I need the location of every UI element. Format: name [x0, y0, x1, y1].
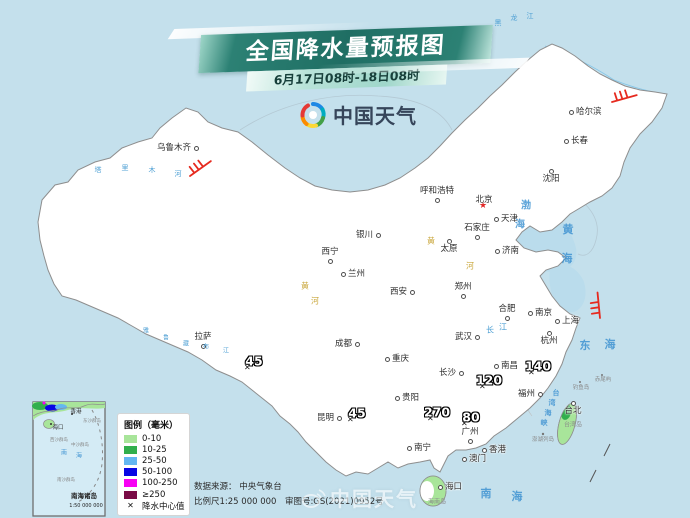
legend-range-label: 0-10 [142, 433, 162, 444]
watermark-text: 中国天气 [330, 487, 418, 511]
weibo-watermark: 中国天气 [300, 483, 418, 512]
map-source-info: 数据来源： 中央气象台 比例尺1:25 000 000 审图号:GS(2021)… [194, 480, 384, 510]
weibo-icon [302, 488, 326, 508]
data-source-line: 数据来源： 中央气象台 [194, 482, 282, 492]
legend-range-label: 10-25 [142, 444, 167, 455]
legend-center-marker-row: ✕ 降水中心值 [124, 500, 189, 512]
legend-range-label: 25-50 [142, 455, 167, 466]
legend-items: 0-10 10-25 25-50 50-100 100-250 ≥250 [124, 433, 189, 500]
legend-range-label: 100-250 [142, 478, 178, 489]
china-weather-logo: 中国天气 [299, 100, 417, 129]
legend-item-25-50: 25-50 [124, 455, 189, 466]
legend-swatch [124, 468, 137, 477]
title-banner: 全国降水量预报图 6月17日08时-18日08时 [198, 24, 493, 93]
scale-approval-line: 比例尺1:25 000 000 审图号:GS(2021)0952号 [194, 497, 384, 507]
center-marker-icon: ✕ [127, 501, 134, 511]
legend-swatch [124, 434, 137, 443]
logo-wordmark: 中国天气 [333, 104, 417, 128]
legend-range-label: 50-100 [142, 467, 173, 478]
legend-item-10-25: 10-25 [124, 444, 189, 455]
legend-item-50-100: 50-100 [124, 467, 189, 478]
legend-swatch [124, 490, 137, 499]
page-title: 全国降水量预报图 [198, 24, 493, 74]
boundary-dashes [589, 443, 611, 483]
neighbor-borders [239, 94, 598, 256]
south-china-sea-inset [32, 401, 106, 517]
legend-swatch [124, 456, 137, 465]
legend-swatch [124, 445, 137, 454]
legend-item-≥250: ≥250 [124, 489, 189, 500]
center-marker-label: 降水中心值 [142, 501, 185, 512]
weather-swirl-icon [300, 101, 326, 128]
legend-item-0-10: 0-10 [124, 433, 189, 444]
legend-swatch [124, 479, 137, 488]
small-islands [541, 374, 603, 436]
legend-item-100-250: 100-250 [124, 478, 189, 489]
legend-range-label: ≥250 [142, 489, 166, 500]
legend-title: 图例（毫米） [124, 421, 179, 431]
legend-box: 图例（毫米） 0-10 10-25 25-50 50-100 100-250 ≥250 ✕… [117, 413, 190, 516]
